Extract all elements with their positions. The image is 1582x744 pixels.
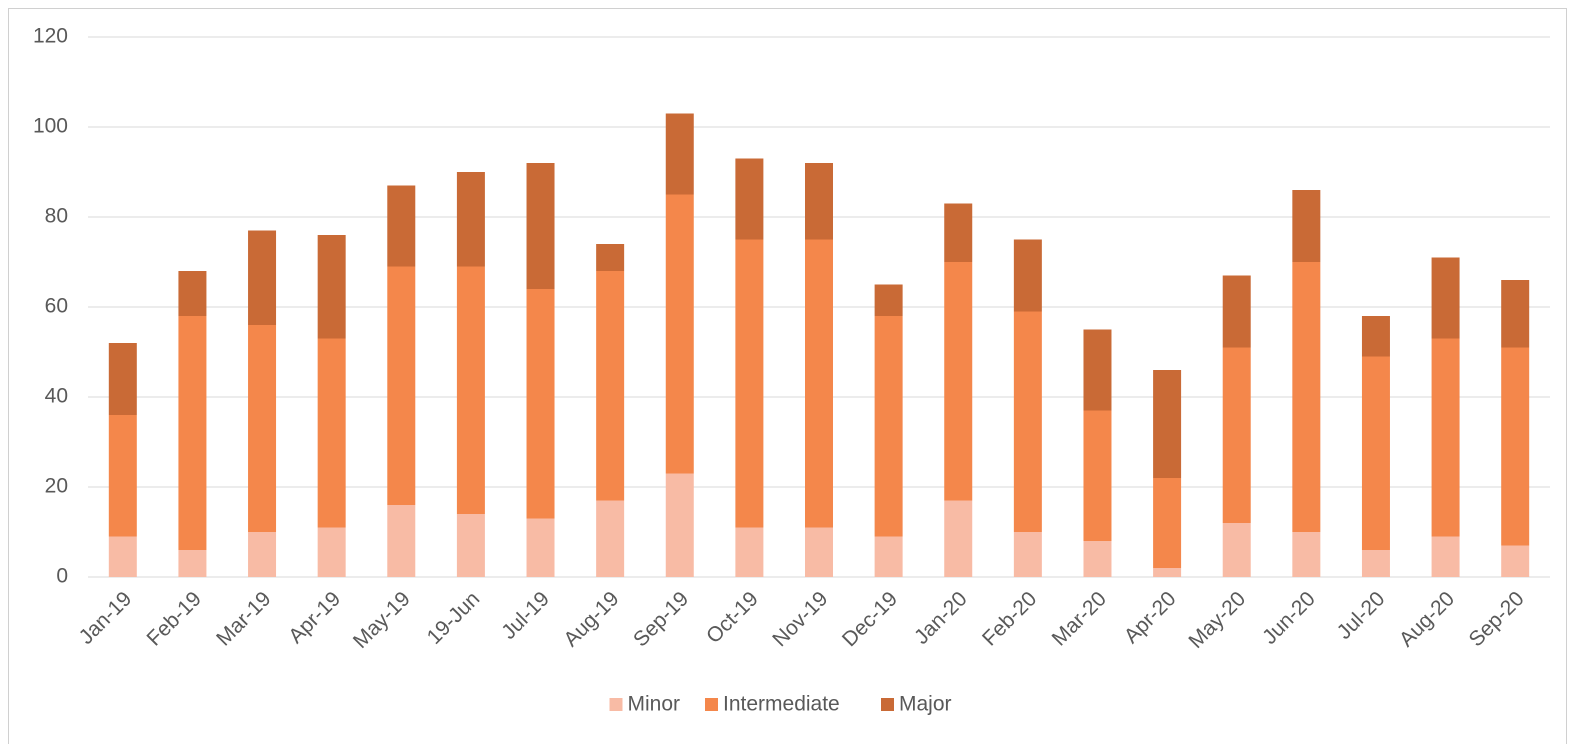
- bar-segment: [1013, 311, 1042, 532]
- y-tick-label: 40: [45, 385, 68, 408]
- bar-segment: [1292, 190, 1321, 262]
- bar-segment: [387, 505, 416, 577]
- bar-segment: [1083, 541, 1112, 577]
- bar-segment: [526, 163, 555, 289]
- bar-segment: [317, 527, 346, 577]
- bar-segment: [1361, 550, 1390, 577]
- bar-segment: [596, 500, 625, 577]
- bar-segment: [108, 415, 137, 537]
- bar-segment: [1361, 356, 1390, 550]
- bar-segment: [248, 325, 277, 532]
- bar-segment: [805, 527, 833, 577]
- bar-segment: [805, 163, 833, 240]
- bar-segment: [1222, 523, 1251, 577]
- y-tick-label: 100: [33, 115, 68, 138]
- bar-segment: [874, 536, 903, 577]
- bar-segment: [944, 203, 973, 262]
- y-tick-label: 120: [33, 25, 68, 48]
- bar-segment: [387, 185, 416, 267]
- bar-segment: [317, 235, 346, 339]
- bar-segment: [596, 244, 625, 271]
- legend-label: Intermediate: [723, 693, 840, 716]
- y-tick-label: 60: [45, 295, 68, 318]
- bar-segment: [456, 172, 485, 267]
- bar-segment: [1431, 257, 1460, 339]
- bar-segment: [1431, 338, 1460, 537]
- bar-segment: [1431, 536, 1460, 577]
- bar-segment: [526, 518, 555, 577]
- bar-segment: [735, 158, 764, 240]
- bar-segment: [944, 262, 973, 501]
- bar-segment: [108, 343, 137, 415]
- bar-segment: [1501, 347, 1530, 546]
- y-tick-label: 0: [56, 565, 68, 588]
- bar-segment: [805, 239, 833, 528]
- legend-swatch: [881, 698, 894, 711]
- bar-segment: [1013, 239, 1042, 312]
- legend-label: Major: [899, 693, 952, 716]
- bar-segment: [1083, 410, 1112, 541]
- bar-segment: [1501, 545, 1530, 577]
- bar-segment: [944, 500, 973, 577]
- bar-segment: [1222, 275, 1251, 348]
- y-tick-label: 80: [45, 205, 68, 228]
- bar-segment: [178, 271, 207, 316]
- bar-segment: [1222, 347, 1251, 523]
- y-tick-label: 20: [45, 475, 68, 498]
- bar-segment: [1153, 370, 1182, 478]
- bar-segment: [1153, 568, 1182, 577]
- bar-segment: [1361, 316, 1390, 357]
- bar-segment: [1153, 478, 1182, 568]
- bar-segment: [735, 239, 764, 528]
- bar-segment: [317, 338, 346, 528]
- bar-segment: [874, 284, 903, 316]
- bar-segment: [665, 194, 694, 474]
- bar-segment: [1501, 280, 1530, 348]
- bar-segment: [1292, 532, 1321, 577]
- bar-segment: [1083, 329, 1112, 411]
- bar-segment: [248, 532, 277, 577]
- bar-segment: [874, 316, 903, 537]
- bar-segment: [387, 266, 416, 505]
- bar-segment: [178, 550, 207, 577]
- legend-swatch: [705, 698, 718, 711]
- bar-segment: [456, 266, 485, 514]
- legend-swatch: [609, 698, 623, 711]
- bar-segment: [178, 316, 207, 550]
- bar-segment: [526, 289, 555, 519]
- bar-segment: [248, 230, 277, 325]
- legend-label: Minor: [628, 693, 681, 716]
- bar-segment: [1013, 532, 1042, 577]
- bar-segment: [735, 527, 764, 577]
- bar-segment: [456, 514, 485, 577]
- bar-segment: [665, 113, 694, 195]
- bar-segment: [1292, 262, 1321, 532]
- bar-segment: [596, 271, 625, 501]
- bar-segment: [665, 473, 694, 577]
- bar-segment: [108, 536, 137, 577]
